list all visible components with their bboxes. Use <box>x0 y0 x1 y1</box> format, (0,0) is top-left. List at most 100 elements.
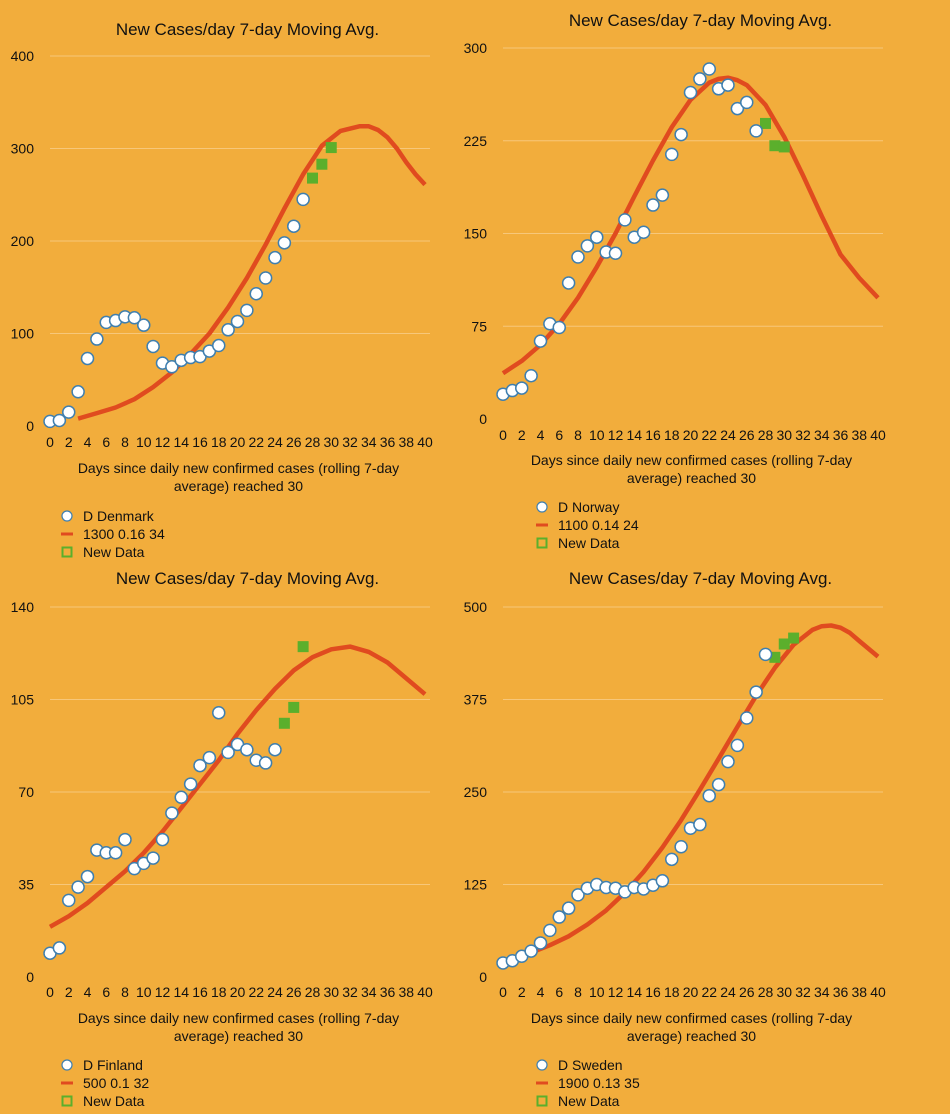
x-tick-label: 10 <box>136 434 152 450</box>
y-tick-label: 105 <box>11 692 35 708</box>
legend-label: 1900 0.13 35 <box>558 1075 640 1091</box>
data-point <box>533 936 548 950</box>
x-tick-label: 8 <box>121 434 129 450</box>
data-point <box>683 85 698 100</box>
chart-title: New Cases/day 7-day Moving Avg. <box>116 20 379 39</box>
data-point <box>52 941 67 955</box>
x-tick-label: 30 <box>323 434 339 450</box>
data-point <box>165 360 179 374</box>
legend-label: 1300 0.16 34 <box>83 526 165 542</box>
chart-svg: New Cases/day 7-day Moving Avg.010020030… <box>11 20 433 560</box>
data-point <box>740 95 754 110</box>
chart-panel: New Cases/day 7-day Moving Avg. 0 100 200 30… <box>0 0 475 560</box>
data-point <box>580 239 595 253</box>
x-tick-label: 34 <box>814 984 830 1000</box>
legend-label: 1100 0.14 24 <box>558 517 639 533</box>
legend-marker-new-data <box>536 537 548 549</box>
x-tick-label: 28 <box>305 984 321 1000</box>
x-tick-label: 40 <box>417 434 433 450</box>
data-point <box>721 754 735 769</box>
data-point <box>571 250 585 264</box>
x-tick-label: 18 <box>664 427 680 443</box>
x-axis-label: Days since daily new confirmed cases (ro… <box>531 452 852 468</box>
x-tick-label: 36 <box>380 434 396 450</box>
data-point <box>277 236 292 250</box>
x-tick-label: 36 <box>380 984 396 1000</box>
x-tick-label: 38 <box>851 427 867 443</box>
x-axis-label: Days since daily new confirmed cases (ro… <box>78 460 399 476</box>
x-tick-label: 6 <box>102 984 110 1000</box>
data-point <box>646 198 660 212</box>
data-point <box>543 923 557 938</box>
data-point <box>202 750 217 765</box>
new-data-point <box>778 141 790 153</box>
data-point <box>221 323 235 337</box>
y-tick-label: 125 <box>464 877 488 893</box>
x-tick-label: 34 <box>361 984 377 1000</box>
y-tick-label: 375 <box>464 692 488 708</box>
data-point <box>258 756 273 770</box>
x-tick-label: 2 <box>518 427 526 443</box>
data-point <box>62 893 76 908</box>
x-tick-label: 24 <box>267 984 283 1000</box>
data-point <box>268 250 282 265</box>
y-tick-label: 0 <box>479 411 487 427</box>
data-point <box>212 338 226 353</box>
data-point <box>655 188 670 202</box>
legend-label: D Sweden <box>558 1057 623 1073</box>
x-tick-label: 8 <box>574 984 582 1000</box>
y-tick-label: 0 <box>479 969 487 985</box>
x-tick-label: 28 <box>758 427 774 443</box>
data-point <box>268 742 282 757</box>
x-tick-label: 32 <box>795 984 811 1000</box>
y-tick-label: 140 <box>11 599 35 615</box>
y-tick-label: 0 <box>26 969 34 985</box>
data-point <box>552 320 566 335</box>
legend-marker-new-data <box>61 546 73 558</box>
legend-label: D Denmark <box>83 508 155 524</box>
legend-marker-points <box>61 510 73 522</box>
x-tick-label: 22 <box>701 984 717 1000</box>
y-tick-label: 35 <box>18 877 34 893</box>
x-tick-label: 28 <box>758 984 774 1000</box>
x-tick-label: 12 <box>155 434 171 450</box>
x-tick-label: 12 <box>608 427 624 443</box>
x-tick-label: 40 <box>417 984 433 1000</box>
y-tick-label: 0 <box>26 418 34 434</box>
x-tick-label: 26 <box>286 984 302 1000</box>
data-point <box>693 817 707 832</box>
data-point <box>240 742 254 757</box>
data-point <box>674 127 688 142</box>
legend-label: New Data <box>558 535 620 551</box>
x-tick-label: 40 <box>870 984 886 1000</box>
new-data-point <box>760 117 771 129</box>
new-data-point <box>316 158 328 170</box>
x-tick-label: 4 <box>84 984 92 1000</box>
legend-label: New Data <box>83 544 145 560</box>
x-axis-label: average) reached 30 <box>627 1028 756 1044</box>
x-tick-label: 4 <box>84 434 92 450</box>
chart-panel: New Cases/day 7-day Moving Avg. 0 125 250 37… <box>464 557 950 1114</box>
x-tick-label: 30 <box>323 984 339 1000</box>
x-axis-label: average) reached 30 <box>627 470 756 486</box>
new-data-point <box>288 701 300 713</box>
chart-title: New Cases/day 7-day Moving Avg. <box>116 569 379 588</box>
data-point <box>146 851 160 865</box>
x-tick-label: 0 <box>46 984 54 1000</box>
data-point <box>571 888 585 902</box>
x-tick-label: 40 <box>870 427 886 443</box>
data-point <box>71 385 85 399</box>
y-tick-label: 500 <box>464 599 488 615</box>
data-point <box>137 318 151 332</box>
x-axis-label: Days since daily new confirmed cases (ro… <box>78 1010 399 1026</box>
data-point <box>561 276 576 290</box>
x-tick-label: 10 <box>589 427 605 443</box>
chart-panel: New Cases/day 7-day Moving Avg. 0 75 150 225… <box>464 0 950 557</box>
data-point <box>665 147 679 162</box>
x-tick-label: 18 <box>211 984 227 1000</box>
data-point <box>665 852 679 867</box>
x-axis-label: average) reached 30 <box>174 1028 303 1044</box>
x-tick-label: 12 <box>608 984 624 1000</box>
data-point <box>80 869 95 884</box>
x-tick-label: 36 <box>833 427 849 443</box>
